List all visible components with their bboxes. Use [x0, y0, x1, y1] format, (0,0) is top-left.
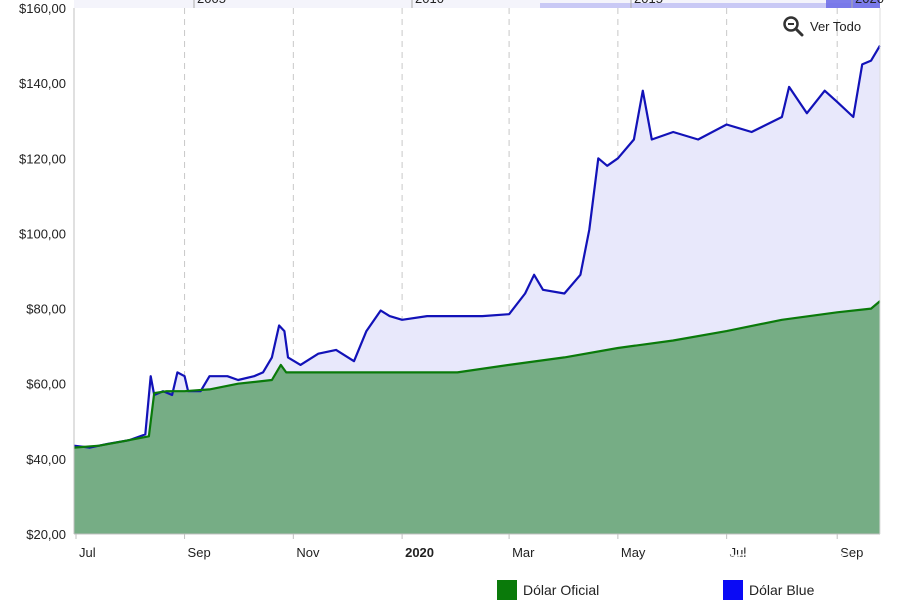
navigator-label: 2010 [415, 0, 444, 6]
zoom-out-icon [783, 16, 804, 37]
x-tick-label: Nov [296, 545, 320, 560]
y-tick-label: $40,00 [26, 452, 66, 467]
navigator-series [540, 3, 880, 8]
chart-axes [73, 8, 881, 535]
series-lines [73, 45, 881, 449]
y-tick-label: $80,00 [26, 302, 66, 317]
series-line-oficial[interactable] [73, 300, 881, 449]
legend-swatch-oficial [497, 580, 517, 600]
reset-zoom-button[interactable]: Ver Todo [782, 14, 861, 38]
x-tick-label: Mar [512, 545, 535, 560]
reset-zoom-label: Ver Todo [810, 18, 862, 34]
y-tick-label: $120,00 [19, 151, 66, 166]
x-axis-labels: Jul Sep Nov 2020 Mar May Jul Sep [75, 534, 863, 560]
y-tick-label: $140,00 [19, 76, 66, 91]
x-tick-label: Jul [79, 545, 96, 560]
x-tick-label: Sep [840, 545, 863, 560]
navigator-selection[interactable] [826, 0, 880, 8]
series-line-blue[interactable] [73, 45, 881, 449]
x-tick-label: 2020 [405, 545, 434, 560]
y-tick-label: $60,00 [26, 377, 66, 392]
navigator-label: 2020 [855, 0, 884, 6]
navigator-track[interactable] [74, 0, 880, 8]
legend-label-oficial: Dólar Oficial [523, 582, 600, 598]
legend-label-blue: Dólar Blue [749, 582, 815, 598]
x-tick-label: Sep [188, 545, 211, 560]
legend-item-oficial[interactable]: Dólar Oficial [497, 580, 599, 600]
navigator-label: 2015 [634, 0, 663, 6]
x-tick-label: May [621, 545, 646, 560]
y-axis-labels: $20,00 $40,00 $60,00 $80,00 $100,00 $120,00 $1… [19, 1, 66, 542]
navigator-label: 2005 [197, 0, 226, 6]
range-navigator[interactable]: 2005 2010 2015 2020 [74, 0, 884, 8]
series-areas [74, 45, 880, 534]
legend-item-blue[interactable]: Dólar Blue [723, 580, 814, 600]
y-tick-label: $100,00 [19, 226, 66, 241]
x-tick-label: Jul [730, 545, 747, 560]
series-area-oficial [74, 301, 880, 534]
y-tick-label: $160,00 [19, 1, 66, 16]
y-tick-label: $20,00 [26, 527, 66, 542]
legend-swatch-blue [723, 580, 743, 600]
